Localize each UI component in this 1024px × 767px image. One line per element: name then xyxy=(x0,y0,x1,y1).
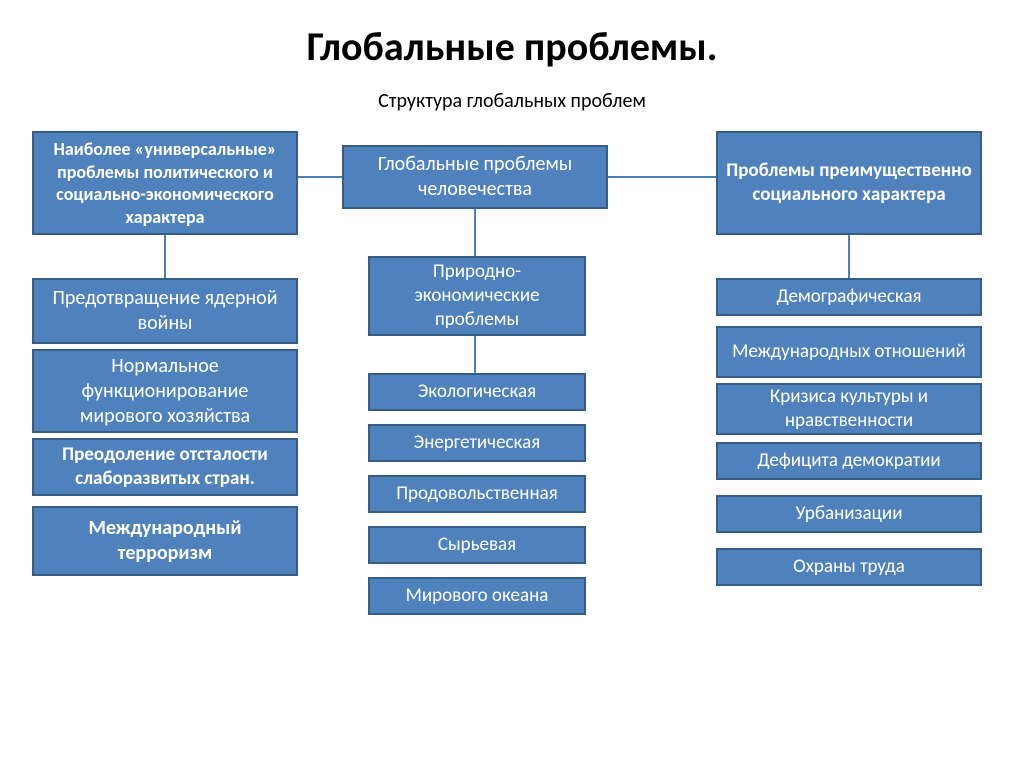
node-demographic: Демографическая xyxy=(716,278,982,316)
node-world-ocean: Мирового океана xyxy=(368,577,586,615)
node-social-problems: Проблемы преимущественно социального хар… xyxy=(716,131,982,235)
node-urbanization: Урбанизации xyxy=(716,495,982,533)
node-democracy-deficit: Дефицита демократии xyxy=(716,442,982,480)
node-nuclear-war: Предотвращение ядерной войны xyxy=(32,278,298,344)
node-energy: Энергетическая xyxy=(368,424,586,462)
node-raw-materials: Сырьевая xyxy=(368,526,586,564)
node-ecological: Экологическая xyxy=(368,373,586,411)
page-subtitle: Структура глобальных проблем xyxy=(0,89,1024,113)
node-terrorism: Международный терроризм xyxy=(32,506,298,576)
node-labor-safety: Охраны труда xyxy=(716,548,982,586)
node-universal-problems: Наиболее «универсальные» проблемы полити… xyxy=(32,131,298,235)
node-world-economy: Нормальное функционирование мирового хоз… xyxy=(32,349,298,433)
page-title: Глобальные проблемы. xyxy=(0,0,1024,71)
node-culture-crisis: Кризиса культуры и нравственности xyxy=(716,383,982,435)
node-natural-economic: Природно-экономические проблемы xyxy=(368,256,586,336)
node-underdeveloped: Преодоление отсталости слаборазвитых стр… xyxy=(32,438,298,496)
node-global-problems-root: Глобальные проблемы человечества xyxy=(342,145,608,209)
node-food: Продовольственная xyxy=(368,475,586,513)
node-intl-relations: Международных отношений xyxy=(716,326,982,378)
